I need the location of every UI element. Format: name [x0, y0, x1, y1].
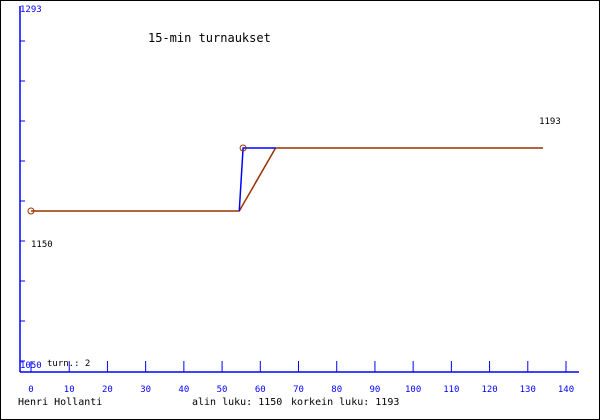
data-label: 1150	[31, 240, 53, 250]
x-tick-label: 0	[28, 385, 33, 395]
chart-title: 15-min turnaukset	[148, 31, 271, 45]
x-tick-label: 100	[405, 385, 421, 395]
x-tick-label: 120	[481, 385, 497, 395]
x-tick-label: 10	[64, 385, 75, 395]
data-label: 1193	[539, 117, 561, 127]
high-value: korkein luku: 1193	[291, 397, 400, 408]
x-tick-label: 130	[520, 385, 536, 395]
y-min-label: 1050	[20, 361, 42, 371]
data-point-marker	[27, 207, 35, 215]
x-tick-label: 80	[331, 385, 342, 395]
x-tick-label: 50	[217, 385, 228, 395]
x-tick-label: 30	[140, 385, 151, 395]
series-line-0	[31, 147, 544, 212]
turns-label: turn.: 2	[47, 359, 91, 369]
x-tick-label: 40	[178, 385, 189, 395]
author: Henri Hollanti	[18, 397, 103, 408]
x-tick-label: 60	[255, 385, 266, 395]
x-tick-label: 110	[443, 385, 459, 395]
x-tick-label: 20	[102, 385, 113, 395]
y-max-label: 1293	[20, 5, 42, 15]
data-point-marker	[239, 144, 247, 152]
x-tick-label: 140	[558, 385, 574, 395]
x-tick-label: 90	[370, 385, 381, 395]
x-tick-label: 70	[293, 385, 304, 395]
low-value: alin luku: 1150	[192, 397, 283, 408]
series-line-1	[238, 147, 276, 212]
